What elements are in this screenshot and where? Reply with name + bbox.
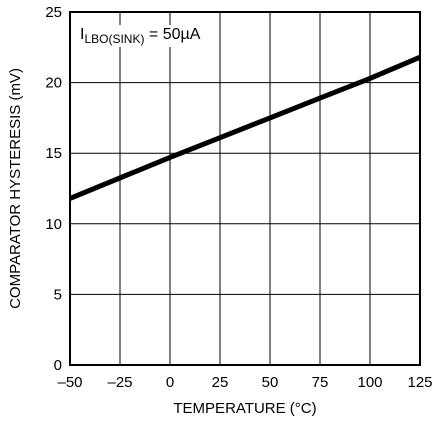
y-axis-label: COMPARATOR HYSTERESIS (mV): [7, 68, 24, 309]
x-tick-label: 0: [166, 374, 174, 391]
x-tick-label: 25: [212, 374, 229, 391]
y-tick-labels: 0 5 10 15 20 25: [45, 4, 62, 374]
series-layer: [69, 54, 421, 201]
y-tick-label: 25: [45, 4, 62, 21]
x-axis-label: TEMPERATURE (°C): [173, 400, 316, 417]
y-tick-label: 5: [54, 286, 62, 303]
y-tick-label: 15: [45, 145, 62, 162]
x-tick-label: 125: [407, 374, 432, 391]
x-tick-label: –25: [107, 374, 132, 391]
annotation-subscript: LBO(SINK): [84, 32, 144, 46]
annotation-rest: = 50µA: [144, 26, 200, 43]
x-tick-label: –50: [57, 374, 82, 391]
x-tick-label: 75: [312, 374, 329, 391]
series-line: [69, 54, 421, 201]
plot-frame: [69, 11, 421, 366]
x-tick-label: 100: [357, 374, 382, 391]
x-tick-labels: –50 –25 0 25 50 75 100 125: [57, 374, 432, 391]
annotation-label: ILBO(SINK) = 50µA: [80, 26, 201, 46]
y-tick-label: 10: [45, 216, 62, 233]
annotation-background: [77, 25, 206, 47]
x-tick-label: 50: [262, 374, 279, 391]
y-tick-label: 0: [54, 357, 62, 374]
y-tick-label: 20: [45, 75, 62, 92]
annotation-main: I: [80, 26, 84, 43]
grid: [70, 12, 420, 365]
